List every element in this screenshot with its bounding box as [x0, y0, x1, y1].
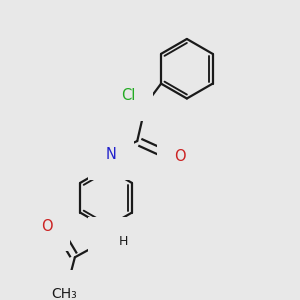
- Text: N: N: [106, 234, 117, 249]
- Text: Cl: Cl: [121, 88, 135, 103]
- Text: N: N: [106, 147, 117, 162]
- Text: O: O: [175, 149, 186, 164]
- Text: H: H: [119, 235, 128, 248]
- Text: H: H: [95, 148, 104, 161]
- Text: O: O: [41, 219, 53, 234]
- Text: CH₃: CH₃: [51, 287, 77, 300]
